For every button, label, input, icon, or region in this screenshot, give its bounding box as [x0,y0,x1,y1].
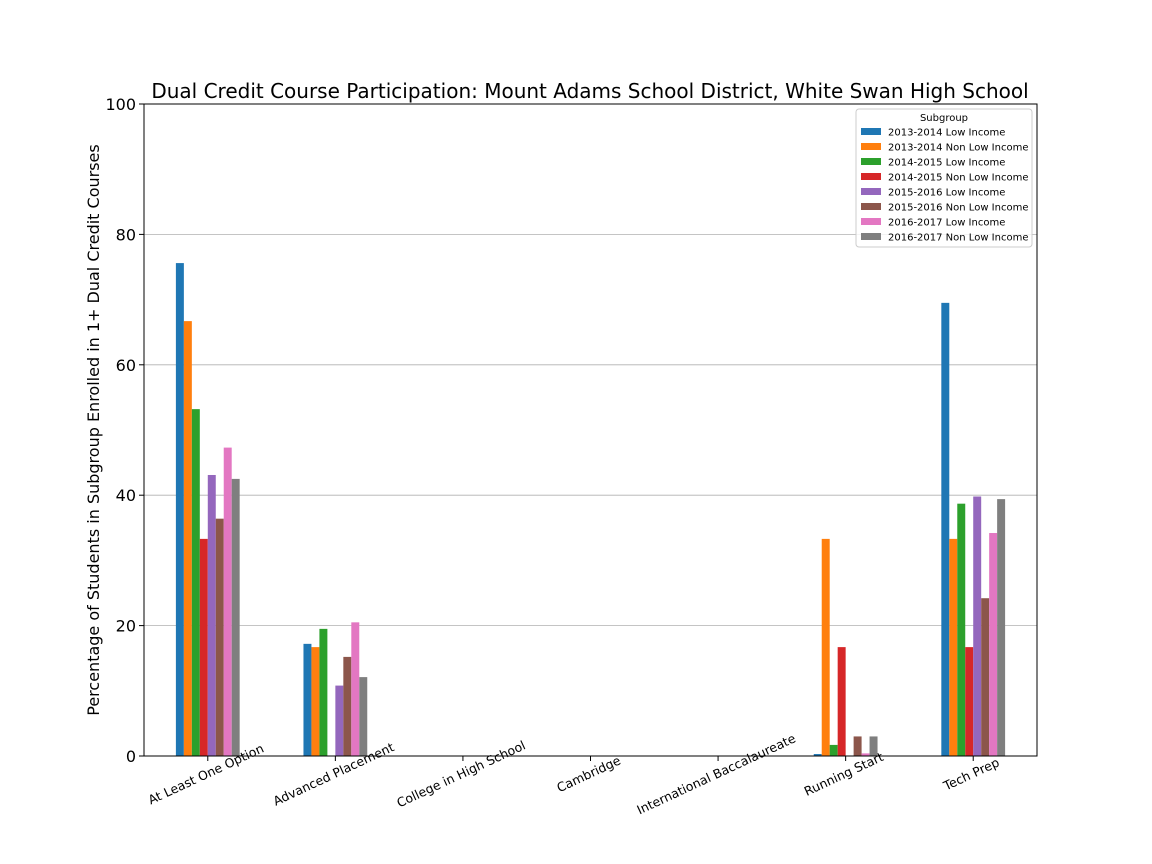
bar [351,622,360,756]
bar [215,518,224,756]
legend-title: Subgroup [920,113,968,124]
legend-label: 2016-2017 Low Income [888,218,1005,229]
bar [981,598,990,756]
legend-label: 2014-2015 Non Low Income [888,173,1028,184]
bars [175,263,1006,756]
bar [853,736,862,756]
y-tick-label: 40 [116,486,136,505]
y-tick-label: 60 [116,356,136,375]
legend-swatch [861,203,881,210]
y-tick-label: 80 [116,225,136,244]
bar [175,263,184,756]
legend-items: 2013-2014 Low Income 2013-2014 Non Low In… [861,128,1028,244]
legend-swatch [861,233,881,240]
bar [957,503,966,756]
legend-swatch [861,188,881,195]
y-tick-label: 20 [116,617,136,636]
x-tick-label: Cambridge [554,752,623,795]
bar [813,754,822,756]
bar [335,685,344,756]
legend-box [855,108,1033,248]
legend-label: 2015-2016 Low Income [888,188,1005,199]
y-tick-label: 100 [105,95,136,114]
legend-swatch [861,128,881,135]
y-axis-ticks: 0 20 40 60 80 100 [105,95,144,766]
legend-label: 2016-2017 Non Low Income [888,233,1028,244]
bar [303,643,312,756]
x-tick-label: College in High School [394,738,527,811]
bar [869,736,878,756]
bar [997,499,1006,756]
y-tick-label: 0 [126,747,136,766]
bar [319,628,328,756]
legend-swatch [861,173,881,180]
bar [989,533,998,756]
bar [199,538,208,756]
bar [861,753,870,756]
legend-swatch [861,143,881,150]
legend-swatch [861,218,881,225]
legend-label: 2013-2014 Low Income [888,128,1005,139]
bar [359,677,368,756]
bar [973,496,982,756]
legend-swatch [861,158,881,165]
bar [837,647,846,756]
legend-label: 2014-2015 Low Income [888,158,1005,169]
x-tick-label: Advanced Placement [271,739,397,808]
x-tick-label: Tech Prep [940,754,1001,793]
bar [311,647,320,756]
x-tick-label: International Baccalaureate [634,730,798,817]
chart-title: Dual Credit Course Participation: Mount … [151,79,1028,103]
bar [191,409,200,756]
bar [965,647,974,756]
bar [821,538,830,756]
legend: Subgroup 2013-2014 Low Income 2013-2014 N… [855,108,1033,248]
legend-label: 2015-2016 Non Low Income [888,203,1028,214]
y-axis-label: Percentage of Students in Subgroup Enrol… [84,144,103,715]
bar [183,321,192,756]
bar [941,302,950,756]
legend-label: 2013-2014 Non Low Income [888,143,1028,154]
bar [829,744,838,756]
bar [223,447,232,756]
bar [343,656,352,756]
bar [207,474,216,756]
bar [949,538,958,756]
bar [231,478,240,756]
